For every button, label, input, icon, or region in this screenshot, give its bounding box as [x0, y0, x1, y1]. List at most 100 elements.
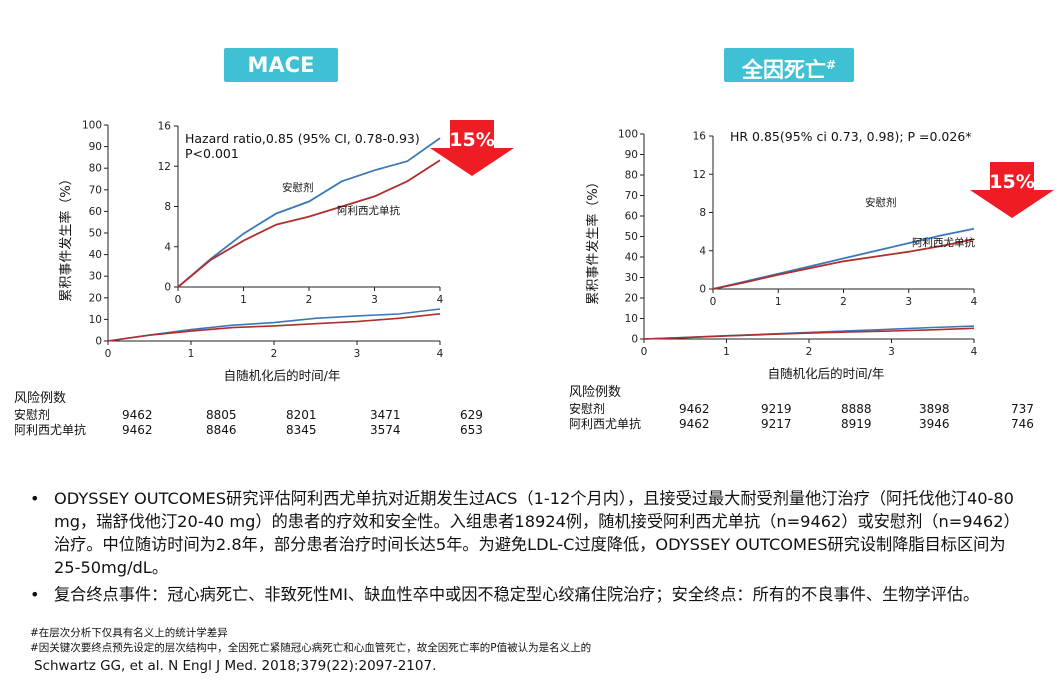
risk-count: 9462	[122, 408, 153, 422]
study-description: • ODYSSEY OUTCOMES研究评估阿利西尤单抗对近期发生过ACS（1-1…	[28, 487, 1018, 610]
reduction-arrow	[970, 162, 1054, 218]
risk-row: 阿利西尤单抗 9462 8846 8345 3574 653	[14, 423, 483, 438]
y-tick-label: 10	[625, 313, 638, 325]
risk-count: 8345	[286, 423, 317, 437]
y-tick-label: 50	[89, 228, 102, 240]
x-tick-label: 1	[723, 346, 730, 358]
risk-row: 安慰剂 9462 8805 8201 3471 629	[14, 408, 483, 423]
risk-count: 9462	[679, 417, 710, 431]
footnotes: #在层次分析下仅具有名义上的统计学差异 #因关键次要终点预先设定的层次结构中，全…	[30, 626, 591, 676]
footnote-2: #因关键次要终点预先设定的层次结构中，全因死亡紧随冠心病死亡和心血管死亡，故全因…	[30, 642, 592, 654]
y-tick-label: 20	[89, 292, 102, 304]
risk-count: 3574	[370, 423, 401, 437]
risk-header: 风险例数	[14, 391, 67, 406]
bullet-item: • ODYSSEY OUTCOMES研究评估阿利西尤单抗对近期发生过ACS（1-1…	[28, 487, 1018, 579]
y-tick-label: 30	[89, 271, 102, 283]
x-tick-label: 3	[888, 346, 895, 358]
y-tick-label: 0	[631, 334, 638, 346]
y-tick-label: 50	[625, 231, 638, 243]
risk-count: 9462	[122, 423, 153, 437]
risk-count: 9462	[679, 402, 710, 416]
y-tick-label: 60	[89, 206, 102, 218]
risk-count: 9219	[761, 402, 792, 416]
series-line-placebo	[107, 308, 441, 342]
inset-y-tick-label: 4	[699, 245, 706, 257]
y-tick-label: 40	[625, 252, 638, 264]
inset-series-alirocumab	[177, 159, 441, 288]
inset-series-placebo	[177, 137, 441, 288]
reduction-arrow	[430, 120, 514, 176]
inset-x-tick-label: 1	[240, 294, 247, 306]
x-tick-label: 2	[271, 348, 278, 360]
inset-y-tick-label: 0	[699, 284, 706, 296]
inset-y-tick-label: 16	[158, 121, 172, 133]
risk-row-label: 安慰剂	[14, 408, 51, 422]
bullet-item: • 复合终点事件：冠心病死亡、非致死性MI、缺血性卒中或因不稳定型心绞痛住院治疗；…	[28, 583, 1018, 606]
inset-label-placebo: 安慰剂	[865, 196, 897, 209]
inset-x-tick-label: 0	[175, 294, 182, 306]
risk-count: 629	[460, 408, 483, 422]
y-tick-label: 70	[625, 190, 638, 202]
inset-x-tick-label: 4	[971, 296, 978, 308]
risk-header: 风险例数	[569, 385, 622, 400]
risk-count: 3946	[919, 417, 950, 431]
inset-y-tick-label: 4	[164, 241, 171, 253]
inset-x-tick-label: 1	[775, 296, 782, 308]
inset-label-alirocumab: 阿利西尤单抗	[912, 236, 975, 249]
all-cause-death-badge-text: 全因死亡	[741, 58, 826, 82]
inset-x-tick-label: 3	[371, 294, 378, 306]
y-tick-label: 90	[89, 141, 102, 153]
inset-series-alirocumab	[712, 238, 975, 290]
inset-label-alirocumab: 阿利西尤单抗	[337, 204, 400, 217]
risk-count: 8888	[841, 402, 872, 416]
inset-y-tick-label: 16	[693, 131, 707, 143]
series-line-alirocumab	[107, 313, 441, 342]
y-tick-label: 0	[95, 336, 102, 348]
bullet-marker: •	[30, 585, 40, 604]
y-tick-label: 90	[625, 149, 638, 161]
bullet-marker: •	[30, 489, 40, 508]
y-tick-label: 100	[618, 129, 638, 141]
y-tick-label: 80	[625, 170, 638, 182]
y-axis-label: 累积事件发生率（%）	[585, 175, 601, 304]
risk-count: 653	[460, 423, 483, 437]
inset-y-tick-label: 0	[164, 282, 171, 294]
y-tick-label: 80	[89, 163, 102, 175]
risk-count: 3898	[919, 402, 950, 416]
y-tick-label: 70	[89, 184, 102, 196]
risk-table-right: 风险例数 安慰剂 9462 9219 8888 3898 737 阿利西尤单抗 9462 921…	[569, 385, 1034, 432]
reduction-label: 15%	[449, 129, 494, 151]
x-tick-label: 2	[806, 346, 813, 358]
risk-count: 8919	[841, 417, 872, 431]
risk-count: 8846	[206, 423, 237, 437]
risk-row-label: 阿利西尤单抗	[569, 417, 642, 431]
inset-label-placebo: 安慰剂	[282, 181, 314, 194]
risk-row: 阿利西尤单抗 9462 9217 8919 3946 746	[569, 417, 1034, 432]
x-tick-label: 0	[105, 348, 112, 360]
x-tick-label: 4	[971, 346, 978, 358]
x-tick-label: 4	[437, 348, 444, 360]
inset-y-tick-label: 12	[158, 161, 171, 173]
inset-y-tick-label: 8	[164, 201, 171, 213]
x-tick-label: 0	[641, 346, 648, 358]
x-tick-label: 1	[188, 348, 195, 360]
risk-count: 8201	[286, 408, 317, 422]
y-axis-label: 累积事件发生率（%）	[58, 172, 74, 301]
risk-row-label: 阿利西尤单抗	[14, 423, 87, 437]
risk-row-label: 安慰剂	[569, 402, 606, 416]
y-tick-label: 20	[625, 293, 638, 305]
hazard-annotation: HR 0.85(95% ci 0.73, 0.98); P =0.026*	[730, 129, 972, 144]
inset-x-tick-label: 0	[710, 296, 717, 308]
x-axis-label: 自随机化后的时间/年	[224, 368, 341, 383]
badge-hash-mark: #	[825, 58, 837, 72]
inset-y-tick-label: 12	[693, 169, 706, 181]
citation: Schwartz GG, et al. N Engl J Med. 2018;3…	[34, 658, 437, 674]
inset-x-tick-label: 3	[905, 296, 912, 308]
y-tick-label: 60	[625, 211, 638, 223]
footnote-1: #在层次分析下仅具有名义上的统计学差异	[30, 627, 228, 639]
risk-count: 9217	[761, 417, 792, 431]
y-tick-label: 40	[89, 249, 102, 261]
inset-y-tick-label: 8	[699, 207, 706, 219]
risk-count: 737	[1011, 402, 1034, 416]
y-tick-label: 100	[82, 120, 102, 132]
